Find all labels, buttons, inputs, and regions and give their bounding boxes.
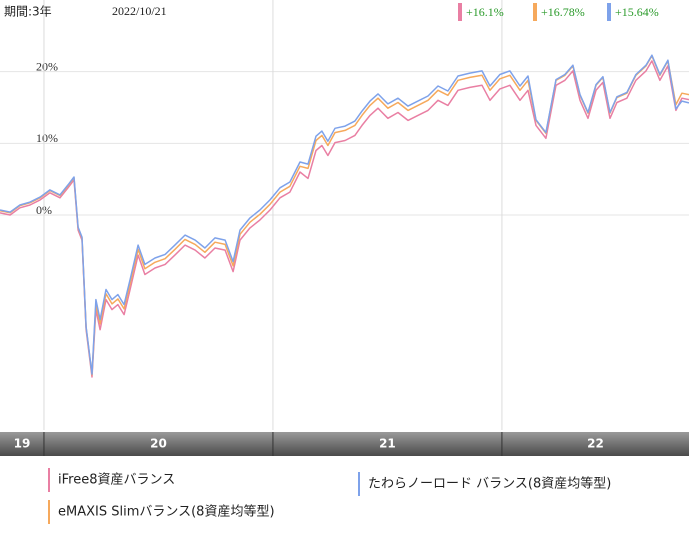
year-label: 20 (150, 437, 167, 451)
badge-value: +15.64% (615, 5, 659, 19)
legend-swatch (48, 468, 50, 492)
y-tick-label: 20% (36, 59, 58, 73)
badge-color (458, 3, 462, 21)
series-line (0, 60, 689, 378)
period: 期間:3年 (4, 5, 52, 19)
y-tick-label: 10% (36, 131, 58, 145)
legend-swatch (358, 472, 360, 496)
badge-color (607, 3, 611, 21)
year-label: 19 (14, 437, 31, 451)
legend-swatch (48, 500, 50, 524)
badge-value: +16.1% (466, 5, 504, 19)
year-band (0, 432, 689, 456)
legend-label: iFree8資産バランス (58, 472, 175, 488)
year-label: 21 (379, 437, 396, 451)
legend-label: たわらノーロード バランス(8資産均等型) (368, 476, 611, 492)
legend-label: eMAXIS Slimバランス(8資産均等型) (58, 504, 275, 520)
badge-color (533, 3, 537, 21)
date: 2022/10/21 (112, 4, 167, 18)
badge-value: +16.78% (541, 5, 585, 19)
series-line (0, 54, 689, 375)
year-label: 22 (587, 437, 604, 451)
